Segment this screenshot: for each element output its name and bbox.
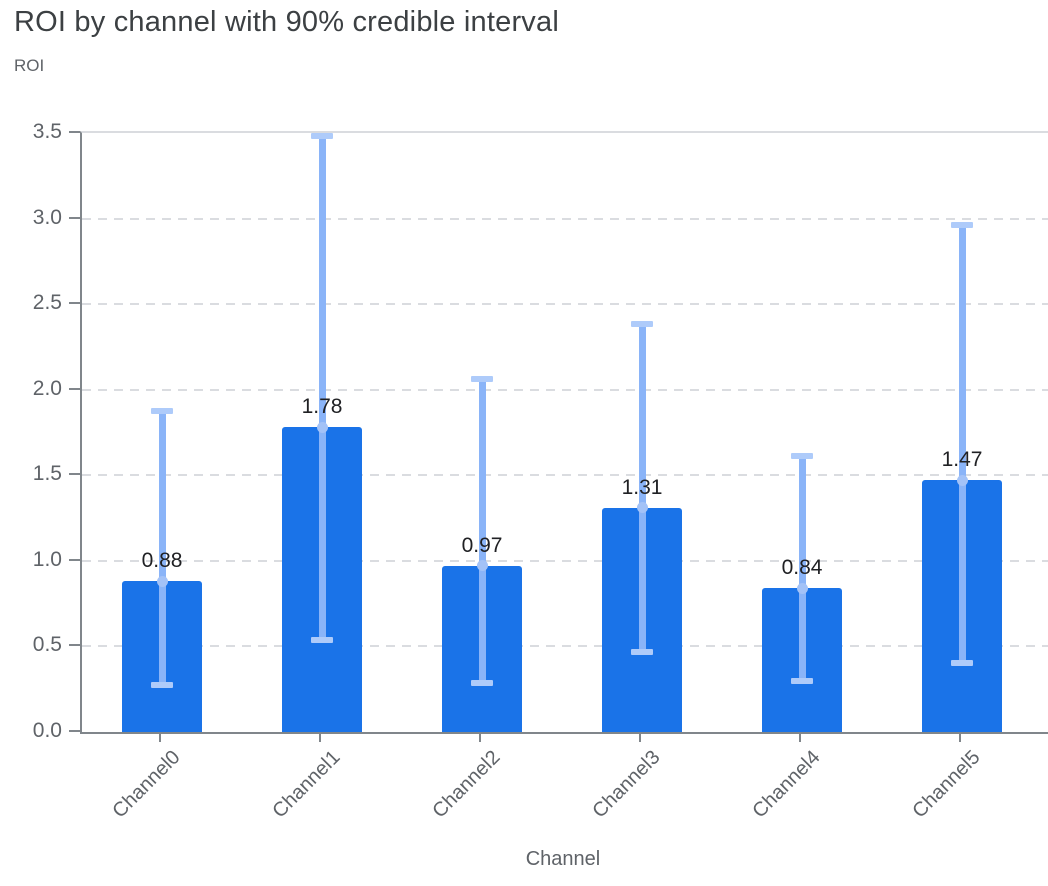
error-mean-marker <box>316 421 328 433</box>
error-stem <box>158 410 166 686</box>
error-cap-top <box>951 221 973 228</box>
bar-value-label: 0.97 <box>461 533 503 557</box>
error-mean-marker <box>476 560 488 572</box>
gridline-y3.0 <box>82 217 1048 220</box>
error-cap-top <box>471 375 493 382</box>
error-cap-top <box>311 132 333 139</box>
error-cap-bottom <box>791 678 813 685</box>
gridline-y1.5 <box>82 474 1048 477</box>
gridline-y0.5 <box>82 645 1048 648</box>
y-tick-mark <box>69 473 80 476</box>
x-tick-label-channel4: Channel4 <box>748 746 825 823</box>
bar-value-label: 0.88 <box>141 549 183 573</box>
y-tick-label: 0.5 <box>32 633 62 657</box>
error-cap-bottom <box>951 659 973 666</box>
x-tick-mark <box>479 732 481 742</box>
error-cap-bottom <box>631 649 653 656</box>
y-tick-label: 3.0 <box>32 205 62 229</box>
error-mean-marker <box>636 502 648 514</box>
error-stem <box>638 322 646 654</box>
x-tick-label-channel1: Channel1 <box>268 746 345 823</box>
gridline-y1.0 <box>82 559 1048 562</box>
error-mean-marker <box>796 582 808 594</box>
error-cap-top <box>631 320 653 327</box>
y-tick-label: 3.5 <box>32 120 62 143</box>
error-stem <box>478 377 486 685</box>
x-tick-mark <box>799 732 801 742</box>
x-tick-mark <box>319 732 321 742</box>
x-tick-mark <box>959 732 961 742</box>
y-tick-mark <box>69 387 80 390</box>
y-tick-mark <box>69 131 80 133</box>
x-tick-mark <box>159 732 161 742</box>
error-cap-bottom <box>311 637 333 644</box>
bar-value-label: 1.47 <box>941 448 983 472</box>
error-stem <box>958 223 966 664</box>
y-tick-mark <box>69 302 80 305</box>
y-tick-label: 0.0 <box>32 719 62 742</box>
x-tick-label-channel3: Channel3 <box>588 746 665 823</box>
y-axis-label: ROI <box>14 56 45 75</box>
error-stem <box>318 134 326 642</box>
gridline-y2.0 <box>82 388 1048 391</box>
error-mean-marker <box>956 474 968 486</box>
error-cap-bottom <box>471 680 493 687</box>
y-tick-mark <box>69 730 80 732</box>
y-tick-mark <box>69 558 80 561</box>
x-tick-label-channel2: Channel2 <box>428 746 505 823</box>
error-cap-top <box>151 408 173 415</box>
error-cap-bottom <box>151 681 173 688</box>
gridline-y2.5 <box>82 303 1048 306</box>
bar-value-label: 1.31 <box>621 475 663 499</box>
error-stem <box>798 454 806 683</box>
chart-title: ROI by channel with 90% credible interva… <box>14 6 559 38</box>
plot-area: 0.88 1.78 0.97 1.31 0.84 1.47 <box>80 131 1048 734</box>
y-tick-label: 2.0 <box>32 376 62 400</box>
x-tick-label-channel0: Channel0 <box>108 746 185 823</box>
x-axis-label: Channel <box>525 848 601 870</box>
y-tick-label: 1.0 <box>32 547 62 571</box>
bar-value-label: 1.78 <box>301 395 343 419</box>
x-tick-label-channel5: Channel5 <box>908 746 985 823</box>
bar-value-label: 0.84 <box>781 556 823 580</box>
error-mean-marker <box>156 575 168 587</box>
y-tick-mark <box>69 644 80 647</box>
y-tick-label: 2.5 <box>32 291 62 315</box>
x-tick-mark <box>639 732 641 742</box>
error-cap-top <box>791 452 813 459</box>
y-tick-label: 1.5 <box>32 462 62 486</box>
y-tick-mark <box>69 216 80 219</box>
